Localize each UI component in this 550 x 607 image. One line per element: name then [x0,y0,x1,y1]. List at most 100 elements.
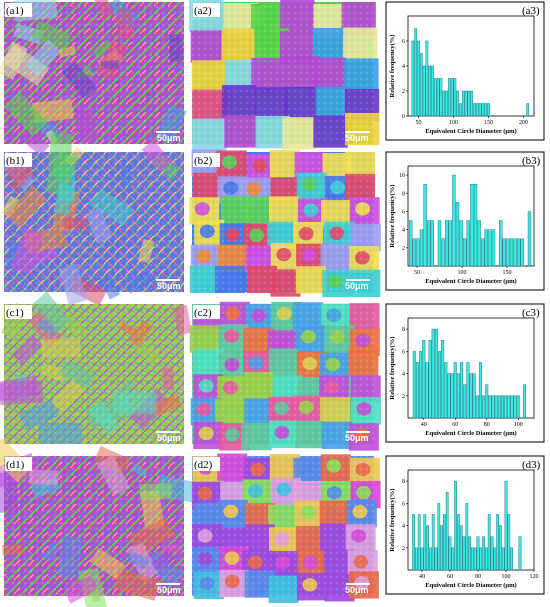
histogram-bar [460,362,464,419]
y-tick-label: 6 [402,209,405,215]
histogram-bar [444,362,448,419]
histogram-bar [516,395,520,419]
panel-label-3-2: (c2) [193,305,220,319]
histogram-bar [423,183,427,267]
x-tick-label: 100 [502,574,511,580]
histogram-bar [504,395,508,419]
scale-bar-2-2: 50μm [345,279,370,291]
chart-panel-label: (a3) [522,5,540,17]
plot-area: 40 60 80 100 2 4 6 8 [402,317,535,428]
x-axis-label: Equivalent Circle Diameter (μm) [425,582,516,589]
histogram-bar [513,238,517,267]
y-axis-label: Relative frequency(%) [389,35,396,98]
histogram-bar [466,362,470,419]
histogram-bar [416,238,420,267]
scale-bar-text: 50μm [157,585,181,595]
x-tick-label: 80 [475,574,481,580]
y-tick-label: 4 [402,372,405,378]
histogram-bar [423,514,427,571]
histogram-bar [445,220,449,267]
micrograph-4-2 [191,453,381,603]
histogram-bar [478,103,482,117]
chart-frame [385,455,545,595]
panel-label-text: (c1) [6,307,24,319]
y-tick-label: 8 [402,479,405,485]
histogram-bar [518,536,522,571]
x-axis-label: Equivalent Circle Diameter (μm) [425,128,516,135]
histogram-bar [478,362,482,419]
scale-bar-3-1: 50μm [156,431,181,443]
histogram-bar [448,536,452,571]
y-tick-label: 4 [402,524,405,530]
scale-bar-text: 50μm [345,281,369,291]
histogram-bar [441,238,445,267]
x-tick-label: 60 [452,422,458,428]
histogram-bar [415,547,418,571]
histogram-bar [422,340,426,419]
x-tick-label: 100 [514,422,523,428]
scale-bar-text: 50μm [345,585,369,595]
y-tick-label: 2 [402,546,405,552]
histogram-bar [454,480,457,571]
y-axis-label: Relative frequency(%) [389,489,396,552]
histogram-bar [447,373,451,419]
histogram-bar [464,90,468,117]
histogram-bar [470,90,474,117]
histogram-bar [475,395,479,419]
panel-label-3-1: (c1) [5,305,32,319]
histogram-bar [479,547,483,571]
plot-area: 50 100 150 2 4 6 8 10 [399,165,535,276]
panel-label-4-2: (d2) [193,457,220,471]
histogram-bar [437,503,441,571]
histogram-bar [510,547,513,571]
histogram-bar [487,103,490,117]
histogram-bar [409,220,413,267]
histogram-bar [472,373,476,419]
histogram-bar [433,78,437,117]
histogram-bar [484,229,488,267]
histogram-bar [517,238,521,267]
histogram-bar [499,525,502,571]
chart-frame [385,303,545,443]
histogram-bar [425,40,429,117]
x-tick-label: 100 [458,270,467,276]
histogram-bar [459,525,463,571]
histogram-bar [457,514,460,571]
histogram-bar [491,229,496,267]
histogram-bar [475,103,479,117]
x-tick-label: 50 [414,270,420,276]
y-tick-label: 2 [402,394,405,400]
histogram-bar [415,362,419,419]
histogram-bar [431,328,435,419]
histogram-bar [451,547,455,571]
histogram-bar [412,351,416,419]
x-axis-label: Equivalent Circle Diameter (μm) [425,430,516,437]
histogram-bar [477,220,481,267]
histogram-b3: (b3) 50 100 150 2 4 6 8 10 Equivalent Circle Diam… [385,151,545,291]
histogram-bar [459,220,463,267]
y-tick-label: 4 [402,64,405,70]
histogram-bar [459,103,462,117]
histogram-bar [490,536,494,571]
histogram-bar [445,492,449,571]
y-axis-label: Relative frequency(%) [389,337,396,400]
histogram-c3: (c3) 40 60 80 100 2 4 6 8 Equivalent Circle Diame… [385,303,545,443]
panel-label-1-2: (a2) [193,3,220,17]
histogram-bar [456,373,460,419]
x-tick-label: 150 [503,270,512,276]
y-tick-label: 8 [402,327,405,333]
histogram-bar [411,40,415,117]
histogram-d3: (d3) 40 60 80 100 120 2 4 6 8 Equivalent Circle Di… [385,455,545,595]
micrograph-1-1 [0,0,187,157]
x-tick-label: 120 [530,574,539,580]
scale-bar-text: 50μm [157,133,181,143]
histogram-bar [484,103,488,117]
histogram-bar [422,65,426,117]
histogram-bar [506,238,510,267]
micrograph-3-2 [189,301,381,451]
histogram-bar [497,395,501,419]
histogram-bar [463,384,467,419]
histogram-bar [417,514,421,571]
histogram-bar [526,103,530,117]
histogram-bar [481,238,485,267]
